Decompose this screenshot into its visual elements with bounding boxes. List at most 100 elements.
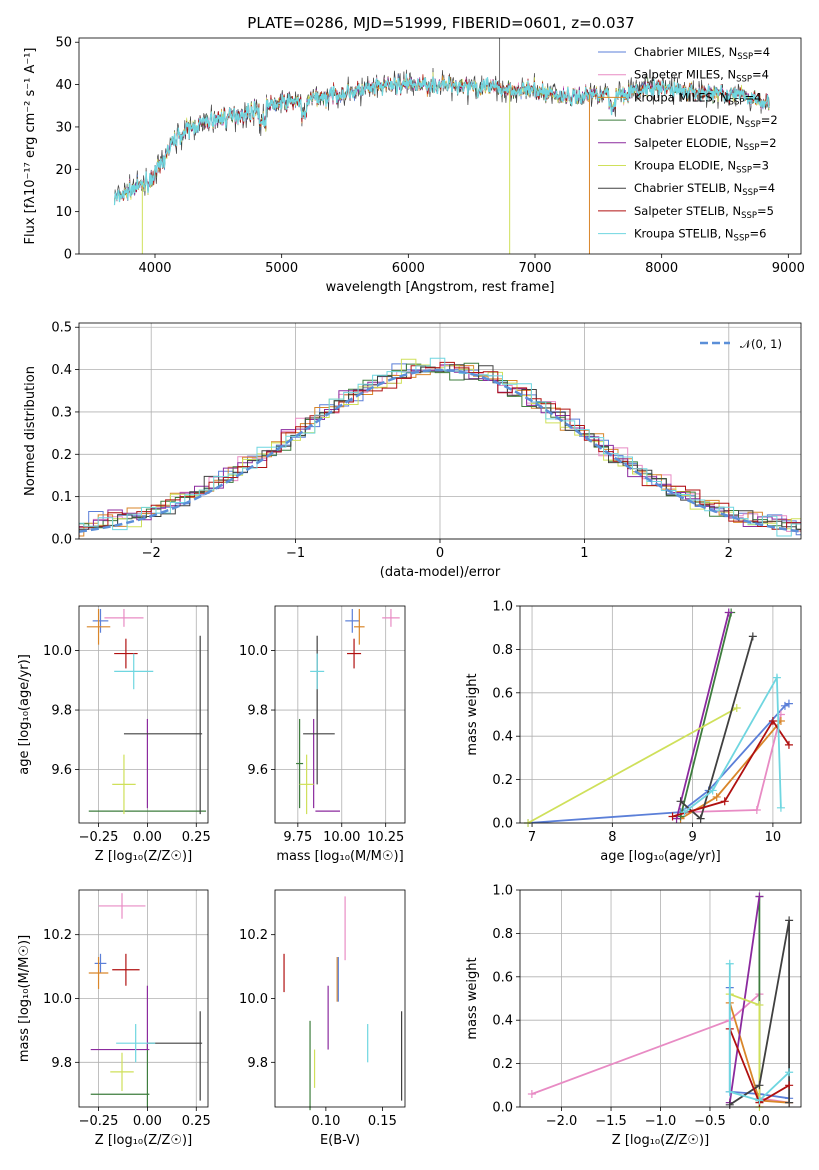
age_vs_mass-xlabel: mass [log₁₀(M/M☉)] [276,849,403,864]
weight-marker [755,1081,764,1090]
weight-line-kroupa_elodie [527,707,738,824]
weight-marker [720,797,729,806]
weight-marker [776,803,785,812]
histogram-chabrier_elodie [79,362,801,530]
y-tick-label: 10.0 [43,644,72,659]
spectrum-xlabel: wavelength [Angstrom, rest frame] [326,280,555,295]
errorbar-point [88,957,109,989]
spectrum-legend: Chabrier MILES, NSSP=4 Salpeter MILES, NS… [598,45,778,244]
mass_vs_z-axes: −0.25 0.00 0.25 9.8 10.0 10.2 Z [log₁₀(Z/Z☉)] m… [17,890,211,1148]
weight-line-kroupa_stelib [684,674,782,813]
weight_vs_age-plot-area [524,608,793,827]
y-tick-label: 0.1 [51,490,72,505]
errorbar-point [347,638,362,669]
x-tick-label: −2 [142,546,161,561]
histogram-kroupa_elodie [79,358,801,531]
x-tick-label: 7000 [518,261,551,276]
mass_vs_z-ylabel: mass [log₁₀(M/M☉)] [17,935,32,1062]
y-tick-label: 0.2 [51,448,72,463]
errorbar-point [110,1052,134,1092]
x-tick-label: 6000 [392,261,425,276]
weight_vs_z-plot-area [527,892,794,1111]
weight-marker [784,740,793,749]
legend-entry: Salpeter MILES, NSSP=4 [634,68,769,85]
errorbar-point [345,608,360,633]
age_vs_z-plot-area [86,608,207,815]
weight_vs_z-ylabel: mass weight [465,957,480,1039]
ebv-axes: 0.10 0.15 9.8 10.0 10.2 E(B-V) [239,928,397,1148]
weight-marker [785,916,794,925]
legend-entry: Chabrier MILES, NSSP=4 [634,45,770,62]
y-tick-label: 9.8 [51,1056,72,1071]
legend-entry: Kroupa ELODIE, NSSP=3 [634,159,769,176]
y-tick-label: 9.6 [51,763,72,778]
errorbar-point [104,608,144,627]
weight-marker [780,701,789,710]
weight_vs_z-frame [519,889,802,1108]
y-tick-label: 0.6 [492,686,513,701]
histogram-salpeter_stelib [79,361,801,538]
weight-marker [725,959,734,968]
y-tick-label: 0.4 [51,363,72,378]
weight-marker [725,1087,734,1096]
weight-marker [784,699,793,708]
y-tick-label: 20 [55,163,72,178]
x-tick-label: 5000 [265,261,298,276]
y-tick-label: 1.0 [492,884,513,899]
weight-marker [755,1001,764,1010]
age_vs_mass-axes: 9.75 10.00 10.25 9.6 9.8 10.0 mass [log₁₀(M/M☉… [239,606,405,864]
histogram-kroupa_stelib [79,357,801,537]
x-tick-label: 9 [688,830,696,845]
weight-marker [527,1089,536,1098]
weight-marker [785,1098,794,1107]
residual_hist-plot-area [79,357,801,538]
legend-entry: Salpeter ELODIE, NSSP=2 [634,136,777,153]
y-tick-label: 0 [64,248,72,263]
x-tick-label: 1 [580,546,588,561]
y-tick-label: 0.2 [492,1057,513,1072]
weight_vs_age-frame [519,605,802,824]
spectrum-plot-area [113,38,770,254]
weight-line-chabrier_miles [527,702,790,824]
x-tick-label: 0.00 [133,1114,162,1129]
x-tick-label: −2.0 [546,1114,578,1129]
weight-marker [768,717,777,726]
x-tick-label: 0.25 [182,830,211,845]
errorbar-point [114,653,154,690]
weight-line-salpeter_stelib [672,719,790,818]
x-tick-label: 2 [725,546,733,561]
x-tick-label: 0.15 [368,1114,397,1129]
x-tick-label: 0 [436,546,444,561]
mass_vs_z-frame [78,889,209,1108]
weight-marker [712,792,721,801]
legend-entry: Chabrier STELIB, NSSP=4 [634,181,775,198]
weight-marker [748,632,757,641]
weight_vs_age-axes: 7 8 9 10 0.0 0.2 0.4 0.6 0.8 1.0 age [log₁₀(age/yr… [465,600,801,864]
histogram-kroupa_miles [79,365,801,537]
y-tick-label: 10.0 [239,644,268,659]
legend-entry: 𝒩(0, 1) [740,337,782,351]
weight-marker [725,1100,734,1109]
weight-marker [755,892,764,901]
x-tick-label: 0.00 [133,830,162,845]
y-tick-label: 9.8 [247,1056,268,1071]
y-tick-label: 0.0 [51,533,72,548]
histogram-legend: 𝒩(0, 1) [700,337,782,351]
weight_vs_age-ylabel: mass weight [465,673,480,755]
spectrum-frame [78,37,802,255]
age_vs_z-frame [78,605,209,824]
weight-marker [785,1068,794,1077]
y-tick-label: 9.8 [51,704,72,719]
weight-marker [724,608,733,617]
histogram-chabrier_miles [79,363,801,536]
weight-marker [708,786,717,795]
x-tick-label: −0.5 [694,1114,726,1129]
x-tick-label: 9000 [772,261,805,276]
ebv-plot-area [283,896,403,1111]
y-tick-label: 50 [55,36,72,51]
y-tick-label: 10 [55,205,72,220]
mass_vs_z-xlabel: Z [log₁₀(Z/Z☉)] [95,1133,192,1148]
residual_hist-frame [78,322,802,540]
x-tick-label: 10.25 [367,830,404,845]
